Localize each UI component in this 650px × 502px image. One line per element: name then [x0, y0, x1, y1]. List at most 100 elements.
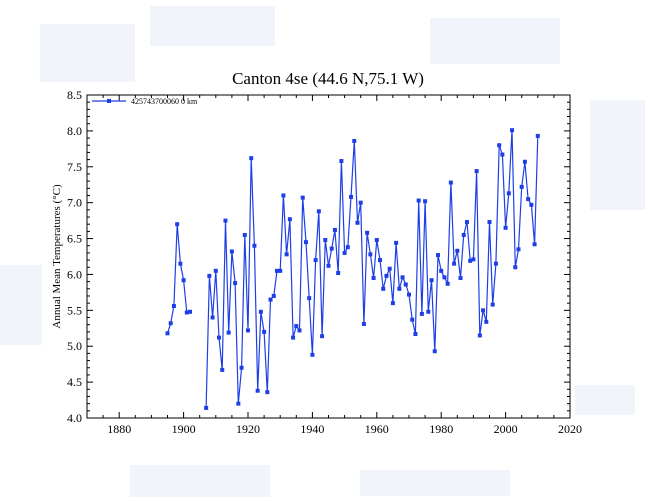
data-point — [281, 193, 286, 198]
data-point — [265, 390, 270, 395]
data-point — [213, 268, 218, 273]
data-point — [519, 184, 524, 189]
data-point — [455, 248, 460, 253]
data-point — [381, 286, 386, 291]
background-patch — [430, 18, 560, 64]
data-point — [429, 278, 434, 283]
data-point — [223, 218, 228, 223]
y-tick-label: 4.5 — [67, 375, 82, 389]
data-point — [310, 352, 315, 357]
data-point — [461, 232, 466, 237]
data-point — [181, 278, 186, 283]
data-point — [291, 335, 296, 340]
data-point — [342, 250, 347, 255]
data-point — [529, 202, 534, 207]
data-point — [452, 261, 457, 266]
data-point — [278, 268, 283, 273]
data-point — [226, 330, 231, 335]
background-patch — [590, 100, 645, 210]
data-point — [458, 276, 463, 281]
data-point — [390, 301, 395, 306]
series-line — [166, 130, 539, 409]
background-patch — [150, 6, 275, 46]
data-point — [207, 273, 212, 278]
data-point — [268, 297, 273, 302]
data-point — [432, 349, 437, 354]
data-point — [178, 261, 183, 266]
data-point — [307, 296, 312, 301]
data-point — [246, 328, 250, 333]
data-point — [332, 227, 337, 232]
data-point — [271, 293, 276, 298]
data-point — [345, 245, 350, 250]
data-point — [535, 133, 540, 138]
data-point — [513, 265, 518, 270]
data-point — [262, 329, 267, 334]
data-point — [336, 271, 341, 276]
data-point — [510, 128, 515, 133]
data-point — [339, 159, 344, 164]
data-point — [387, 266, 392, 271]
data-point — [284, 252, 289, 257]
data-point — [471, 257, 476, 262]
data-point — [239, 365, 244, 370]
y-tick-label: 7.5 — [67, 160, 82, 174]
x-tick-label: 1940 — [300, 422, 324, 436]
background-patch — [575, 385, 635, 415]
data-point — [468, 258, 473, 263]
data-point — [323, 237, 328, 242]
data-point — [419, 311, 424, 316]
data-point — [522, 159, 527, 164]
data-point — [355, 220, 360, 225]
y-tick-label: 7.0 — [67, 196, 82, 210]
chart-title: Canton 4se (44.6 N,75.1 W) — [232, 69, 424, 88]
y-axis-label: Annual Mean Temperatures (°C) — [51, 184, 63, 329]
data-point — [255, 388, 260, 393]
data-point — [220, 367, 225, 372]
y-tick-label: 5.0 — [67, 339, 82, 353]
data-point — [410, 317, 415, 322]
data-point — [371, 276, 376, 281]
data-point — [365, 230, 370, 235]
data-point — [384, 273, 389, 278]
data-point — [397, 286, 402, 291]
data-point — [439, 268, 444, 273]
data-point — [474, 169, 479, 174]
background-patch — [40, 24, 135, 82]
data-point — [175, 222, 180, 227]
y-tick-label: 5.5 — [67, 303, 82, 317]
data-point — [442, 275, 447, 280]
legend-label: 425743700060 0 km — [131, 97, 198, 106]
data-point — [294, 324, 299, 329]
data-point — [407, 292, 411, 297]
data-point — [233, 281, 238, 286]
data-point — [435, 253, 440, 258]
data-point — [516, 247, 521, 252]
data-point — [503, 225, 508, 230]
data-point — [168, 321, 173, 326]
data-point — [464, 220, 469, 225]
plot-area: 1880 1900 1920 1940 1960 1980 2000 2020 4.0 4.5 5.… — [51, 88, 582, 436]
data-point — [532, 242, 537, 247]
y-tick-label: 6.5 — [67, 232, 82, 246]
data-point — [242, 232, 247, 237]
data-point — [487, 220, 492, 225]
background-patch — [130, 465, 270, 497]
data-point — [481, 308, 486, 313]
legend-marker — [107, 99, 111, 103]
y-tick-label: 6.0 — [67, 267, 82, 281]
data-point — [171, 304, 176, 309]
data-point — [258, 309, 263, 314]
data-point — [403, 282, 408, 287]
data-point — [368, 252, 373, 257]
data-point — [236, 401, 241, 406]
data-point — [210, 315, 215, 320]
data-point — [506, 191, 511, 196]
data-point — [184, 310, 189, 315]
data-point — [497, 143, 502, 148]
x-tick-label: 2000 — [494, 422, 518, 436]
x-tick-label: 1900 — [172, 422, 196, 436]
data-point — [361, 321, 366, 326]
data-point — [374, 237, 379, 242]
y-tick-label: 4.0 — [67, 411, 82, 425]
